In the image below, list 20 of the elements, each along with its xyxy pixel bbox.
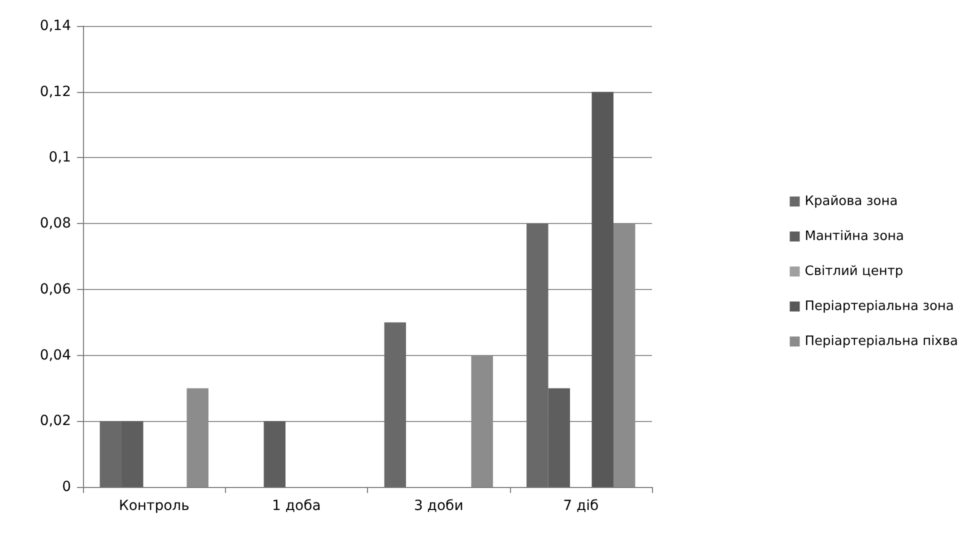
legend-label: Періартеріальна зона [804,299,954,314]
bar [592,92,614,487]
x-tick-label: 7 діб [563,498,599,514]
x-tick-label: 3 доби [414,498,464,514]
y-tick-label: 0,04 [40,347,72,364]
y-tick-label: 0,06 [40,281,72,298]
y-tick-label: 0,1 [48,150,71,166]
x-tick-label: Контроль [118,498,190,514]
legend-label: Мантійна зона [804,229,904,244]
y-tick-label: 0 [62,479,71,495]
y-tick-label: 0,12 [40,84,71,100]
y-tick-label: 0,02 [40,413,71,430]
legend-label: Періартеріальна піхва [804,334,958,349]
y-tick-label: 0,14 [40,18,72,34]
x-tick-label: 1 доба [272,498,321,514]
y-tick-label: 0,08 [40,216,71,232]
legend-label: Світлий центр [804,264,904,279]
bar [384,322,406,487]
legend-label: Крайова зона [804,194,898,209]
bar [264,421,286,487]
